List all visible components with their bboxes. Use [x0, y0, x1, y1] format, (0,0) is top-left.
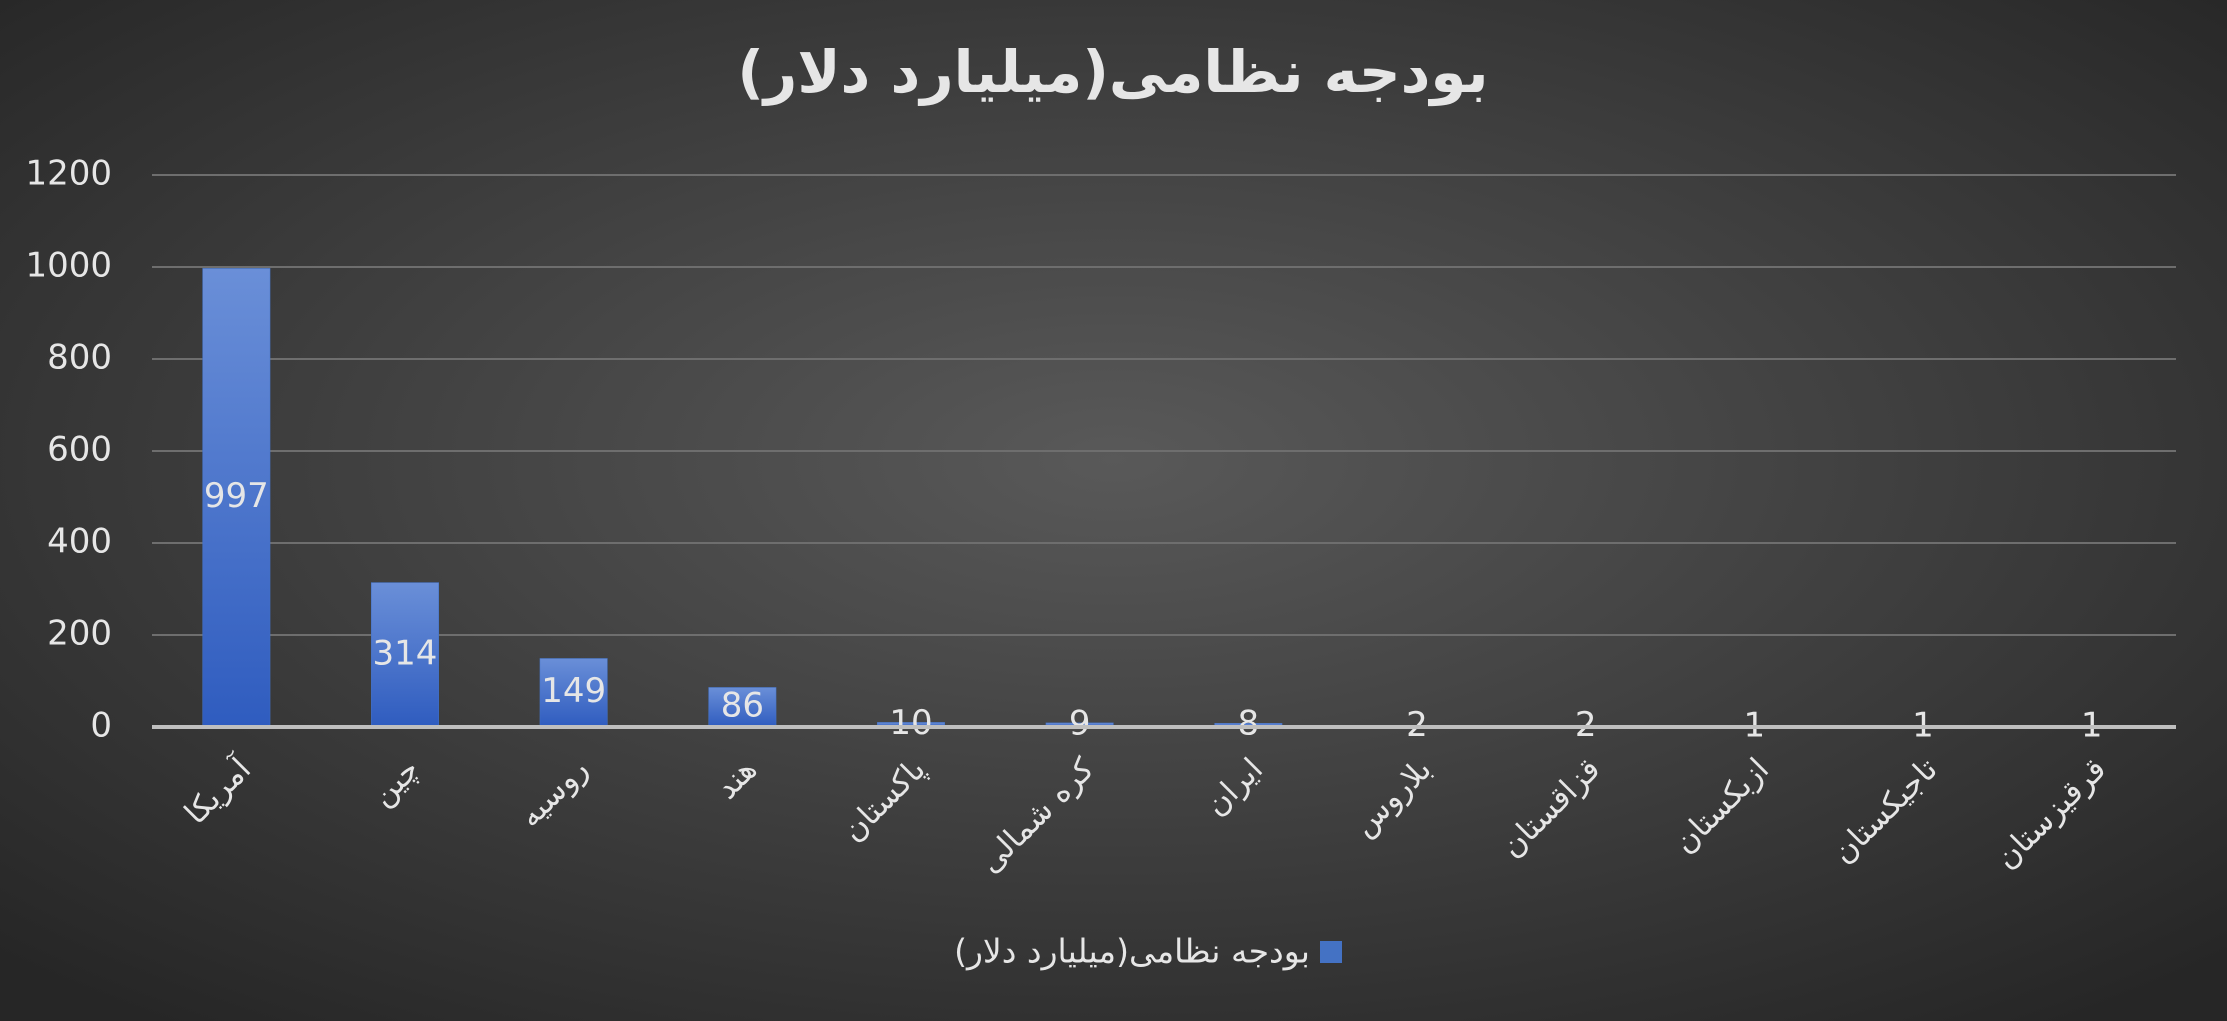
chart-title: بودجه نظامی(میلیارد دلار): [737, 38, 1488, 107]
legend-swatch: [1320, 941, 1342, 963]
data-label: 314: [373, 633, 438, 673]
y-tick-label: 800: [47, 338, 112, 378]
data-label: 10: [889, 703, 932, 743]
y-tick-label: 0: [90, 706, 112, 746]
y-tick-label: 1200: [25, 154, 112, 194]
legend-label: بودجه نظامی(میلیارد دلار): [954, 932, 1310, 971]
data-label: 997: [204, 476, 269, 516]
bar: [371, 582, 439, 728]
data-label: 8: [1238, 704, 1260, 744]
y-tick-label: 400: [47, 522, 112, 562]
y-tick-label: 600: [47, 430, 112, 470]
data-label: 149: [541, 671, 606, 711]
data-label: 9: [1069, 703, 1091, 743]
bar: [539, 658, 608, 728]
data-label: 86: [721, 686, 764, 726]
y-tick-label: 1000: [25, 246, 112, 286]
bar: [202, 268, 271, 728]
y-tick-label: 200: [47, 614, 112, 654]
